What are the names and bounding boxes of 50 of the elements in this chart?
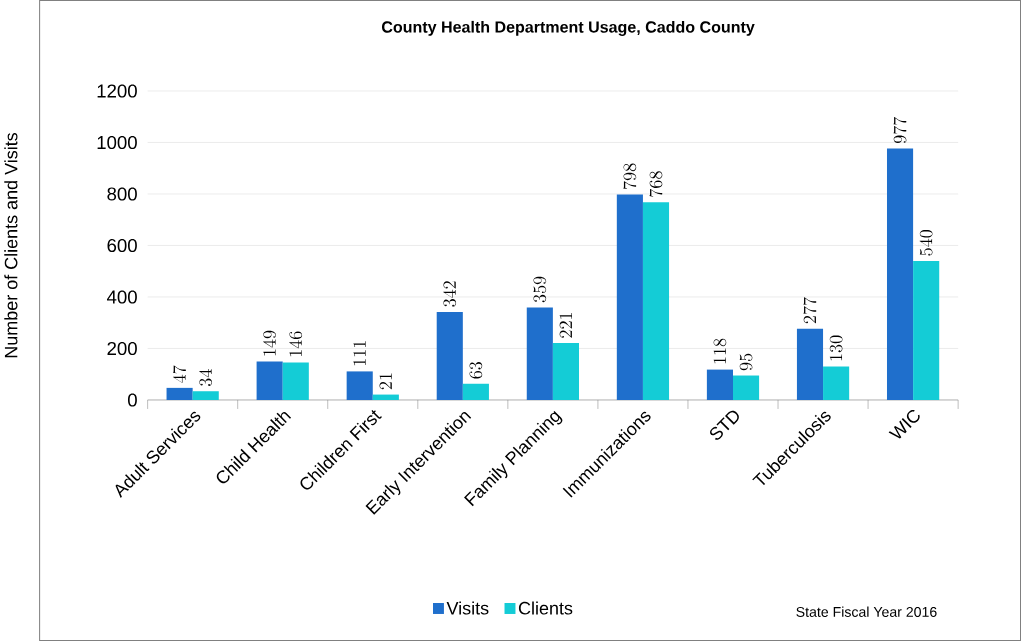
- chart-title: County Health Department Usage, Caddo County: [382, 20, 755, 36]
- bar: [256, 361, 283, 400]
- bar: [346, 371, 373, 400]
- x-tick-label: WIC: [888, 409, 920, 439]
- data-label: 21: [379, 373, 392, 390]
- y-axis-title: Number of Clients and Visits: [4, 132, 18, 358]
- bar: [552, 343, 579, 400]
- data-label: 768: [649, 171, 663, 197]
- bar: [166, 387, 193, 400]
- y-tick-label: 800: [107, 187, 137, 201]
- data-label: 34: [199, 369, 213, 386]
- bar: [526, 307, 553, 400]
- bar: [886, 148, 914, 400]
- legend-label: Visits: [446, 601, 489, 615]
- text: State Fiscal Year 2016: [796, 606, 937, 617]
- bar: [436, 311, 463, 400]
- y-tick-label: 0: [128, 393, 137, 407]
- bar: [616, 194, 643, 400]
- bar: [733, 375, 760, 400]
- data-label: 540: [919, 229, 933, 256]
- bar: [913, 260, 940, 400]
- data-label: 798: [623, 163, 637, 189]
- y-tick-label: 400: [106, 290, 137, 304]
- bar: [192, 391, 219, 400]
- data-label: 977: [893, 116, 907, 144]
- data-label: 146: [289, 331, 303, 357]
- x-tick-label: STD: [709, 410, 739, 440]
- data-label: 111: [353, 341, 366, 366]
- bar: [372, 394, 399, 400]
- y-tick-label: 600: [107, 238, 137, 253]
- data-label: 95: [739, 353, 753, 371]
- bar: [642, 202, 670, 400]
- data-label: 118: [713, 338, 727, 364]
- data-label: 342: [443, 281, 457, 307]
- y-tick-label: 1200: [97, 84, 137, 98]
- bar: [796, 328, 824, 400]
- data-label: 221: [559, 312, 572, 338]
- y-tick-label: 1000: [97, 135, 137, 150]
- bar: [462, 383, 489, 400]
- bar: [823, 366, 850, 400]
- y-tick-label: 200: [107, 341, 137, 356]
- data-label: 130: [829, 335, 843, 361]
- data-label: 63: [469, 361, 483, 379]
- bar: [706, 369, 733, 400]
- data-label: 47: [173, 365, 186, 383]
- bar: [282, 362, 309, 400]
- legend-label: Clients: [518, 601, 573, 615]
- data-label: 277: [803, 297, 817, 324]
- data-label: 359: [533, 276, 547, 303]
- data-label: 149: [263, 330, 276, 356]
